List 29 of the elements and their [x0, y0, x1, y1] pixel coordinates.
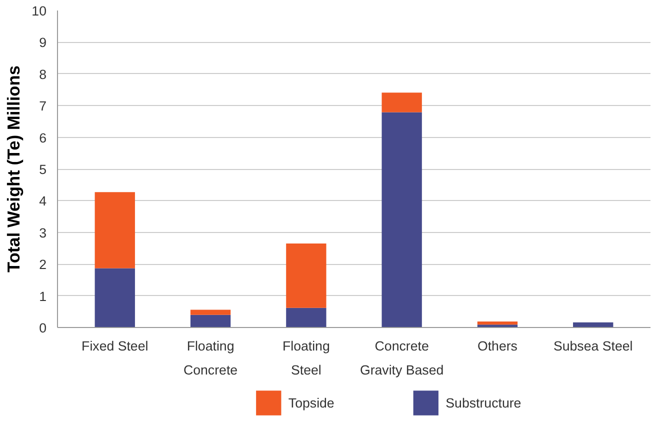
y-tick-label: 4: [39, 194, 48, 209]
bar: [94, 192, 135, 268]
bar: [286, 308, 326, 328]
category-label: Floating Concrete: [183, 338, 238, 378]
bar: [286, 243, 326, 308]
y-tick-label: 6: [39, 130, 47, 146]
y-tick-label: 10: [32, 4, 47, 18]
legend-label: Substructure: [446, 396, 522, 410]
bar: [477, 321, 518, 325]
y-tick-label: 5: [39, 162, 47, 177]
bar: [190, 314, 231, 328]
y-tick-label: 8: [39, 66, 47, 82]
y-axis-title: Total Weight (Te) Millions: [4, 66, 24, 272]
y-tick-label: 2: [39, 257, 47, 272]
bar: [190, 310, 231, 315]
y-tick-label: 3: [39, 225, 47, 240]
bar: [382, 92, 422, 112]
category-label: Concrete Gravity Based: [360, 338, 444, 378]
bar: [94, 268, 135, 328]
category-label: Floating Steel: [282, 338, 330, 378]
y-tick-label: 0: [39, 320, 47, 336]
x-tick-label: Others: [477, 338, 518, 354]
x-tick-label: Subsea Steel: [553, 338, 633, 354]
bar: [382, 112, 422, 328]
y-tick-label: 9: [39, 35, 47, 50]
x-tick-label: Fixed Steel: [82, 338, 148, 354]
legend-label: Topside: [288, 396, 334, 410]
y-tick-label: 1: [39, 288, 47, 304]
y-tick-label: 7: [39, 98, 47, 114]
